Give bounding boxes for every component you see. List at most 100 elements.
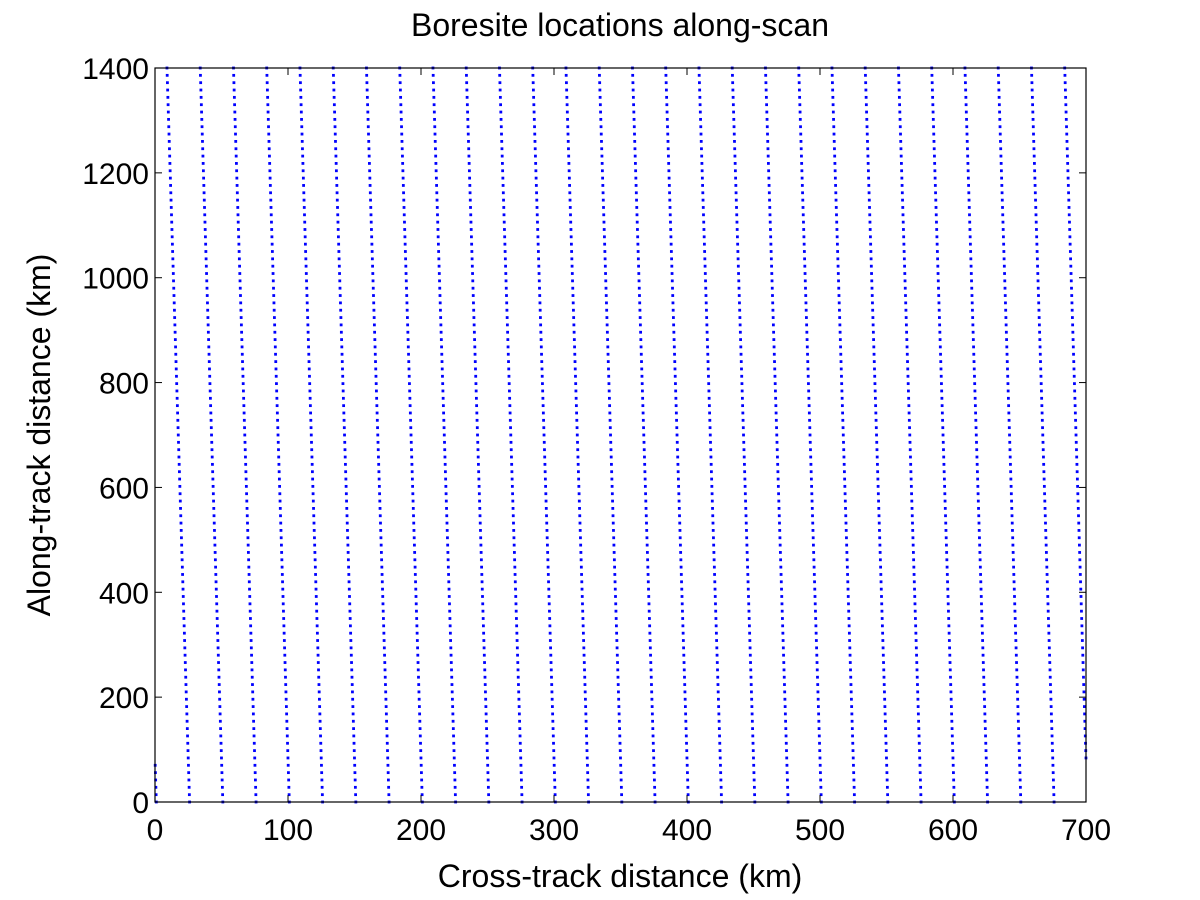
data-point [818, 741, 821, 745]
data-point [482, 653, 486, 657]
data-point [903, 272, 907, 275]
data-point [249, 617, 252, 620]
data-point [1039, 360, 1042, 363]
data-point [305, 294, 309, 297]
data-point [619, 763, 623, 767]
data-point [274, 374, 278, 378]
data-point [519, 763, 523, 767]
data-point [999, 140, 1002, 143]
data-point [206, 316, 210, 319]
data-point [377, 455, 380, 459]
data-point [340, 345, 344, 349]
data-point [233, 103, 237, 107]
data-point [1010, 514, 1014, 518]
data-point [284, 683, 288, 686]
data-point [778, 536, 782, 540]
data-point [941, 426, 945, 430]
data-point [644, 492, 647, 496]
data-point [933, 154, 936, 158]
data-point [937, 286, 940, 290]
data-point [670, 279, 674, 283]
data-point [817, 727, 821, 730]
data-point [1044, 536, 1048, 540]
data-point [341, 374, 345, 378]
data-point [633, 154, 637, 158]
data-point [665, 103, 669, 107]
data-point [733, 154, 737, 158]
data-point [412, 521, 416, 525]
data-point [1030, 88, 1034, 92]
data-point [948, 668, 952, 672]
data-point [280, 573, 284, 576]
data-point [233, 117, 237, 121]
data-point [712, 536, 715, 540]
data-point [237, 235, 241, 239]
data-point [899, 140, 903, 143]
data-point [716, 668, 719, 672]
data-point [384, 712, 388, 716]
data-point [735, 220, 739, 224]
data-point [251, 705, 255, 708]
data-point [274, 352, 277, 356]
data-point [698, 95, 702, 99]
data-point [669, 235, 673, 239]
data-point [1052, 793, 1056, 797]
data-point [683, 690, 687, 694]
data-point [801, 213, 805, 217]
data-point [1035, 250, 1039, 253]
data-point [1065, 147, 1069, 151]
data-point [767, 191, 771, 195]
data-point [702, 235, 706, 239]
data-point [741, 411, 745, 415]
data-point [839, 345, 842, 349]
data-point [898, 125, 902, 129]
data-point [840, 404, 844, 408]
data-point [640, 382, 644, 386]
data-point [901, 198, 904, 202]
data-point [746, 573, 750, 576]
data-point [311, 470, 314, 474]
data-point [773, 360, 776, 363]
data-point [332, 81, 336, 85]
data-point [612, 543, 616, 547]
data-point [174, 345, 177, 349]
data-point [204, 250, 208, 253]
data-point [340, 352, 344, 356]
data-point [1068, 220, 1071, 224]
data-point [904, 308, 908, 312]
data-point [452, 756, 456, 760]
data-point [234, 140, 238, 143]
data-point [680, 595, 684, 598]
data-point [912, 573, 916, 576]
data-point [509, 440, 513, 444]
data-point [417, 683, 421, 686]
data-point [671, 286, 674, 290]
data-point [734, 198, 738, 202]
data-point [266, 103, 270, 107]
data-point [710, 484, 714, 488]
data-point [1051, 763, 1055, 767]
data-point [812, 543, 815, 547]
data-point [516, 661, 520, 664]
data-point [1070, 301, 1074, 305]
data-point [1037, 294, 1040, 297]
data-point [802, 250, 806, 253]
data-point [371, 279, 375, 283]
data-point [640, 367, 644, 371]
data-point [1070, 286, 1073, 290]
data-point [416, 646, 419, 650]
data-point [484, 705, 488, 708]
data-point [408, 389, 412, 393]
data-point [866, 154, 870, 158]
data-point [685, 763, 689, 767]
data-point [707, 374, 710, 378]
data-point [351, 697, 355, 701]
data-point [616, 675, 620, 679]
data-point [601, 176, 605, 180]
data-point [878, 536, 882, 540]
data-point [238, 286, 242, 290]
data-point [752, 763, 756, 767]
data-point [1067, 191, 1070, 195]
data-point [705, 338, 709, 341]
data-point [378, 492, 381, 496]
